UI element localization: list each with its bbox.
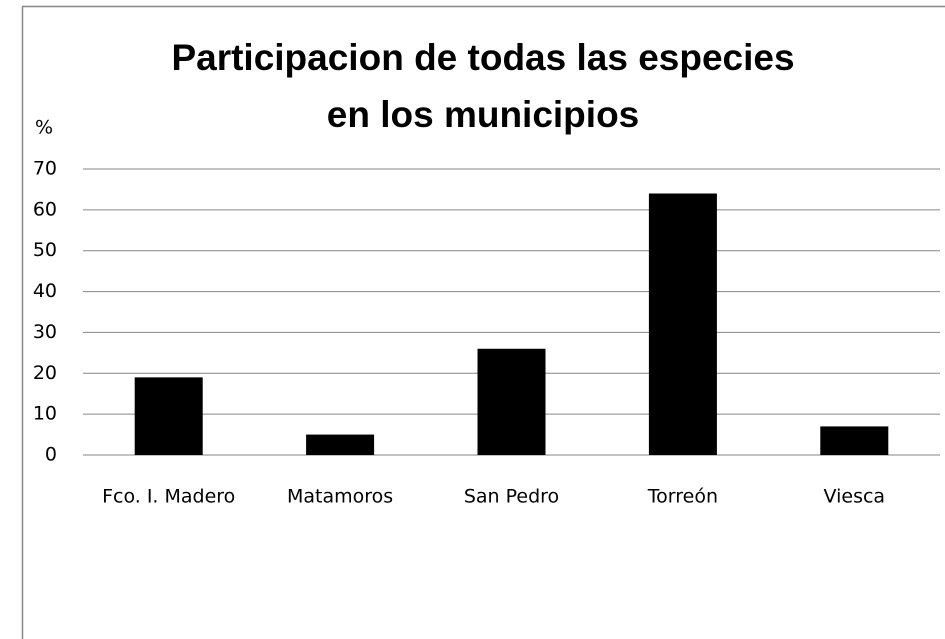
y-tick-label: 10 xyxy=(33,403,57,425)
y-tick-label: 30 xyxy=(33,321,57,343)
bar xyxy=(648,193,717,455)
chart-title: en los municipios xyxy=(327,94,640,135)
x-tick-label: Matamoros xyxy=(287,486,393,508)
y-tick-label: 50 xyxy=(33,239,57,261)
x-tick-label: Torreón xyxy=(647,486,718,508)
bar xyxy=(306,434,375,455)
x-tick-label: Fco. I. Madero xyxy=(102,486,235,508)
y-tick-label: 60 xyxy=(33,198,57,220)
chart-title: Participacion de todas las especies xyxy=(171,37,794,78)
bar xyxy=(820,426,889,455)
chart-frame xyxy=(21,5,945,639)
y-tick-label: 20 xyxy=(33,362,57,384)
y-tick-label: 40 xyxy=(33,280,57,302)
y-tick-label: 70 xyxy=(33,158,57,180)
bar xyxy=(134,377,203,455)
y-tick-label: 0 xyxy=(45,444,57,466)
x-tick-label: Viesca xyxy=(824,486,886,508)
y-axis-label: % xyxy=(35,117,53,139)
x-tick-label: San Pedro xyxy=(464,486,559,508)
bar xyxy=(477,348,546,455)
